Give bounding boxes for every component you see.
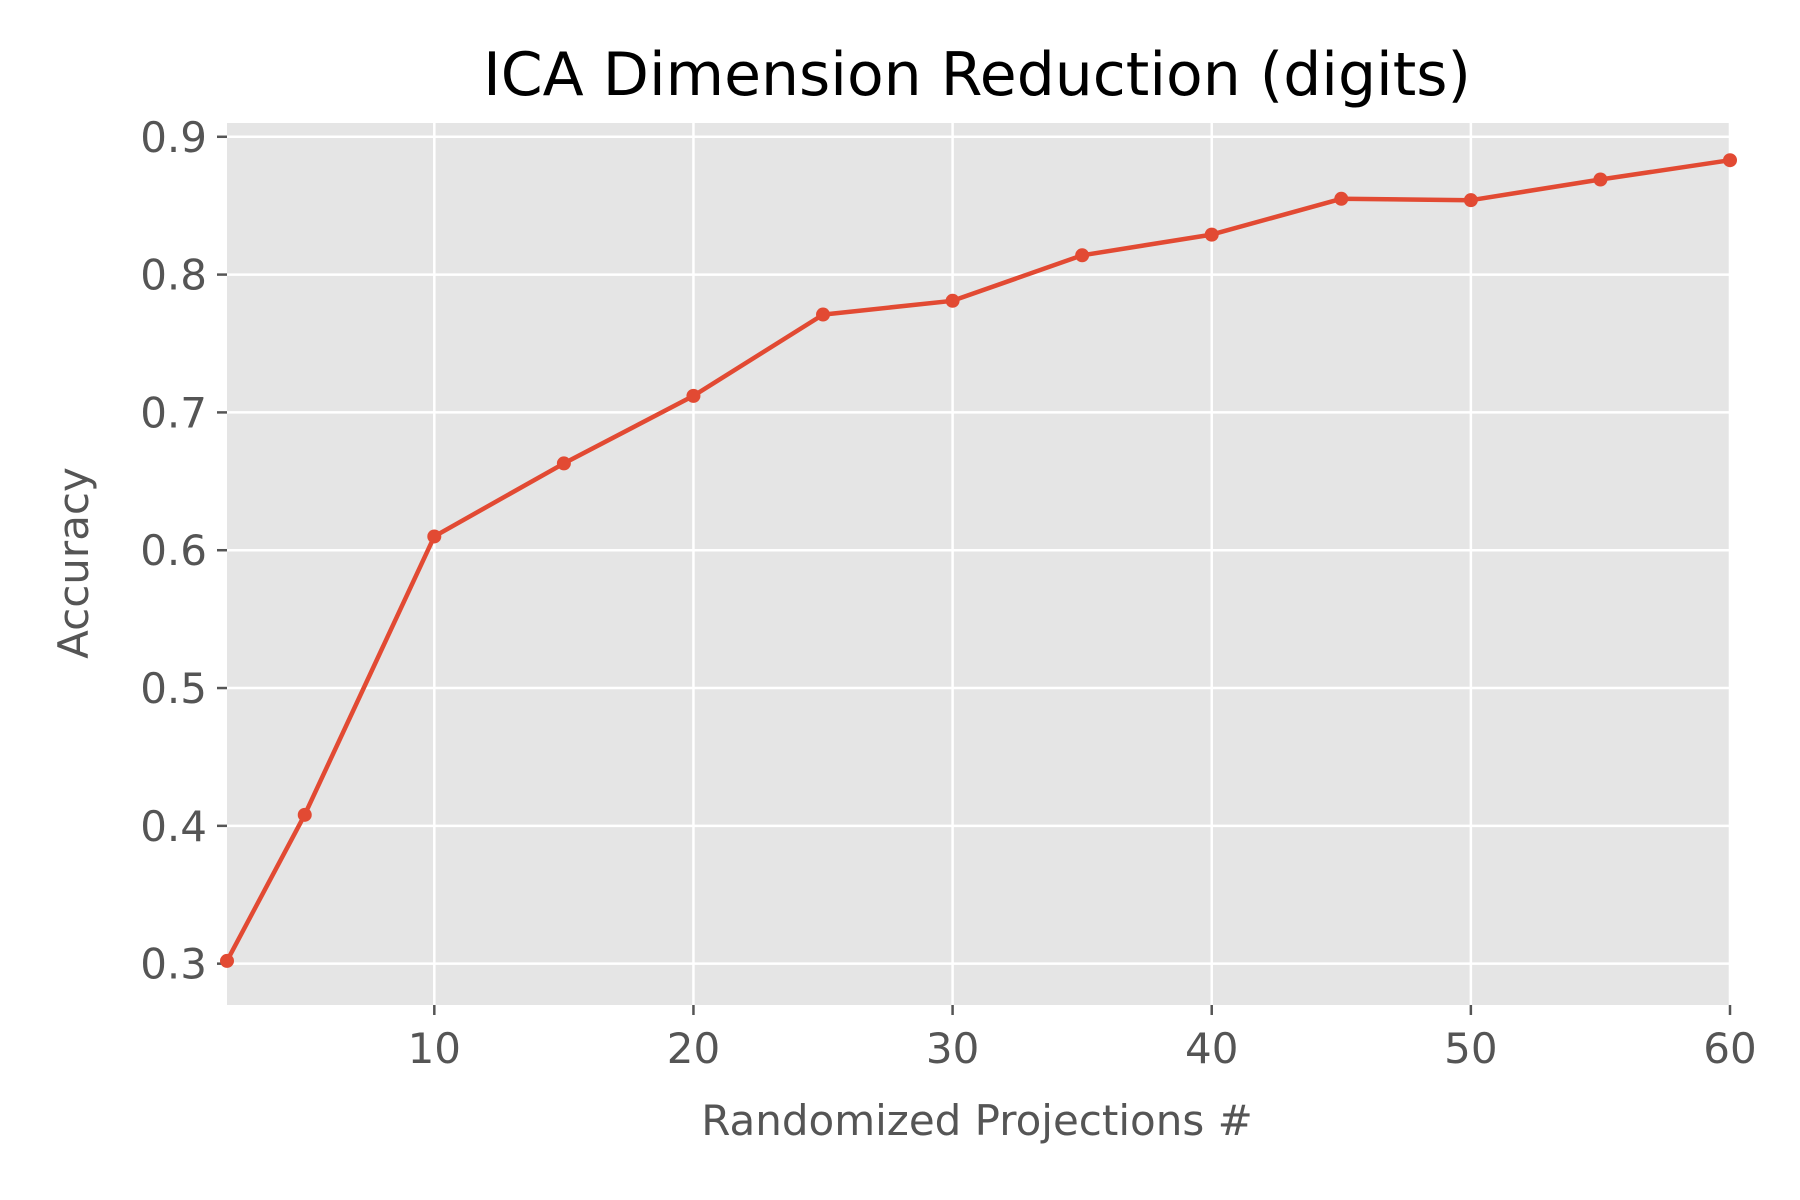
data-point [1593, 172, 1608, 187]
data-point [1075, 248, 1090, 263]
y-tick-label: 0.5 [140, 664, 207, 713]
data-point [556, 456, 571, 471]
y-tick-label: 0.6 [140, 526, 207, 575]
data-point [816, 307, 831, 322]
axis-ticks: 0.3 0.4 0.5 0.6 0.7 0.8 0.9 10 20 30 40 50 60 [140, 113, 1757, 1073]
x-axis-label: Randomized Projections # [701, 1096, 1253, 1145]
x-tick-label: 40 [1185, 1024, 1238, 1073]
data-point [427, 529, 442, 544]
data-point [1204, 227, 1219, 242]
data-point [686, 388, 701, 403]
y-tick-label: 0.8 [140, 251, 207, 300]
x-tick-label: 60 [1703, 1024, 1756, 1073]
data-point [1723, 153, 1737, 168]
data-point [1334, 191, 1349, 206]
grid [227, 123, 1732, 1005]
y-tick-label: 0.7 [140, 388, 207, 437]
y-tick-label: 0.9 [140, 113, 207, 162]
data-point [220, 953, 234, 968]
y-tick-label: 0.4 [140, 802, 207, 851]
plot-area [227, 123, 1730, 1005]
x-tick-label: 20 [667, 1024, 720, 1073]
series-layer [220, 153, 1737, 968]
x-tick-label: 30 [926, 1024, 979, 1073]
data-point [945, 293, 960, 308]
y-tick-label: 0.3 [140, 940, 207, 989]
x-tick-label: 10 [408, 1024, 461, 1073]
data-point [297, 807, 312, 822]
data-point [1463, 193, 1478, 208]
y-axis-label: Accuracy [49, 467, 98, 659]
chart-title: ICA Dimension Reduction (digits) [483, 40, 1471, 110]
x-tick-label: 50 [1444, 1024, 1497, 1073]
